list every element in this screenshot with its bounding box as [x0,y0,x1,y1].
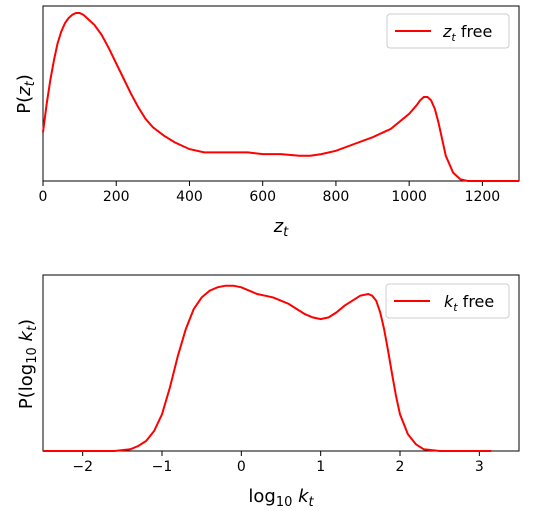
x-tick-label: −1 [152,459,173,475]
y-axis-label: P(zt) [14,74,38,113]
x-axis-label: log10 kt [248,486,314,510]
x-tick-label: 600 [249,189,276,205]
series-line-z-free [42,12,519,182]
x-ticks: 0 200 400 600 800 1000 1200 [39,181,501,205]
x-tick-label: 400 [176,189,203,205]
x-tick-label: 800 [323,189,350,205]
x-tick-label: 0 [237,459,246,475]
x-tick-label: −2 [72,459,93,475]
x-tick-label: 1200 [465,189,501,205]
x-tick-label: 1000 [391,189,427,205]
bottom-chart: −2 −1 0 1 2 3 P(log10 kt) log10 kt kt free [16,274,520,510]
x-ticks: −2 −1 0 1 2 3 [72,451,484,475]
x-tick-label: 1 [316,459,325,475]
series-line-k-free [43,284,492,452]
legend: zt free [386,13,510,49]
legend-label: zt free [442,22,492,44]
x-tick-label: 3 [475,459,484,475]
legend-label: kt free [444,292,494,314]
x-tick-label: 2 [396,459,405,475]
top-chart: 0 200 400 600 800 1000 1200 P(zt) zt zt free [14,5,520,240]
legend-box [385,283,510,319]
legend-box [386,13,510,49]
x-axis-label: zt [273,216,289,240]
x-tick-label: 200 [103,189,130,205]
legend: kt free [385,283,510,319]
plot-frame [42,274,520,452]
y-axis-label: P(log10 kt) [16,319,40,409]
x-tick-label: 0 [39,189,48,205]
plot-frame [42,5,520,182]
